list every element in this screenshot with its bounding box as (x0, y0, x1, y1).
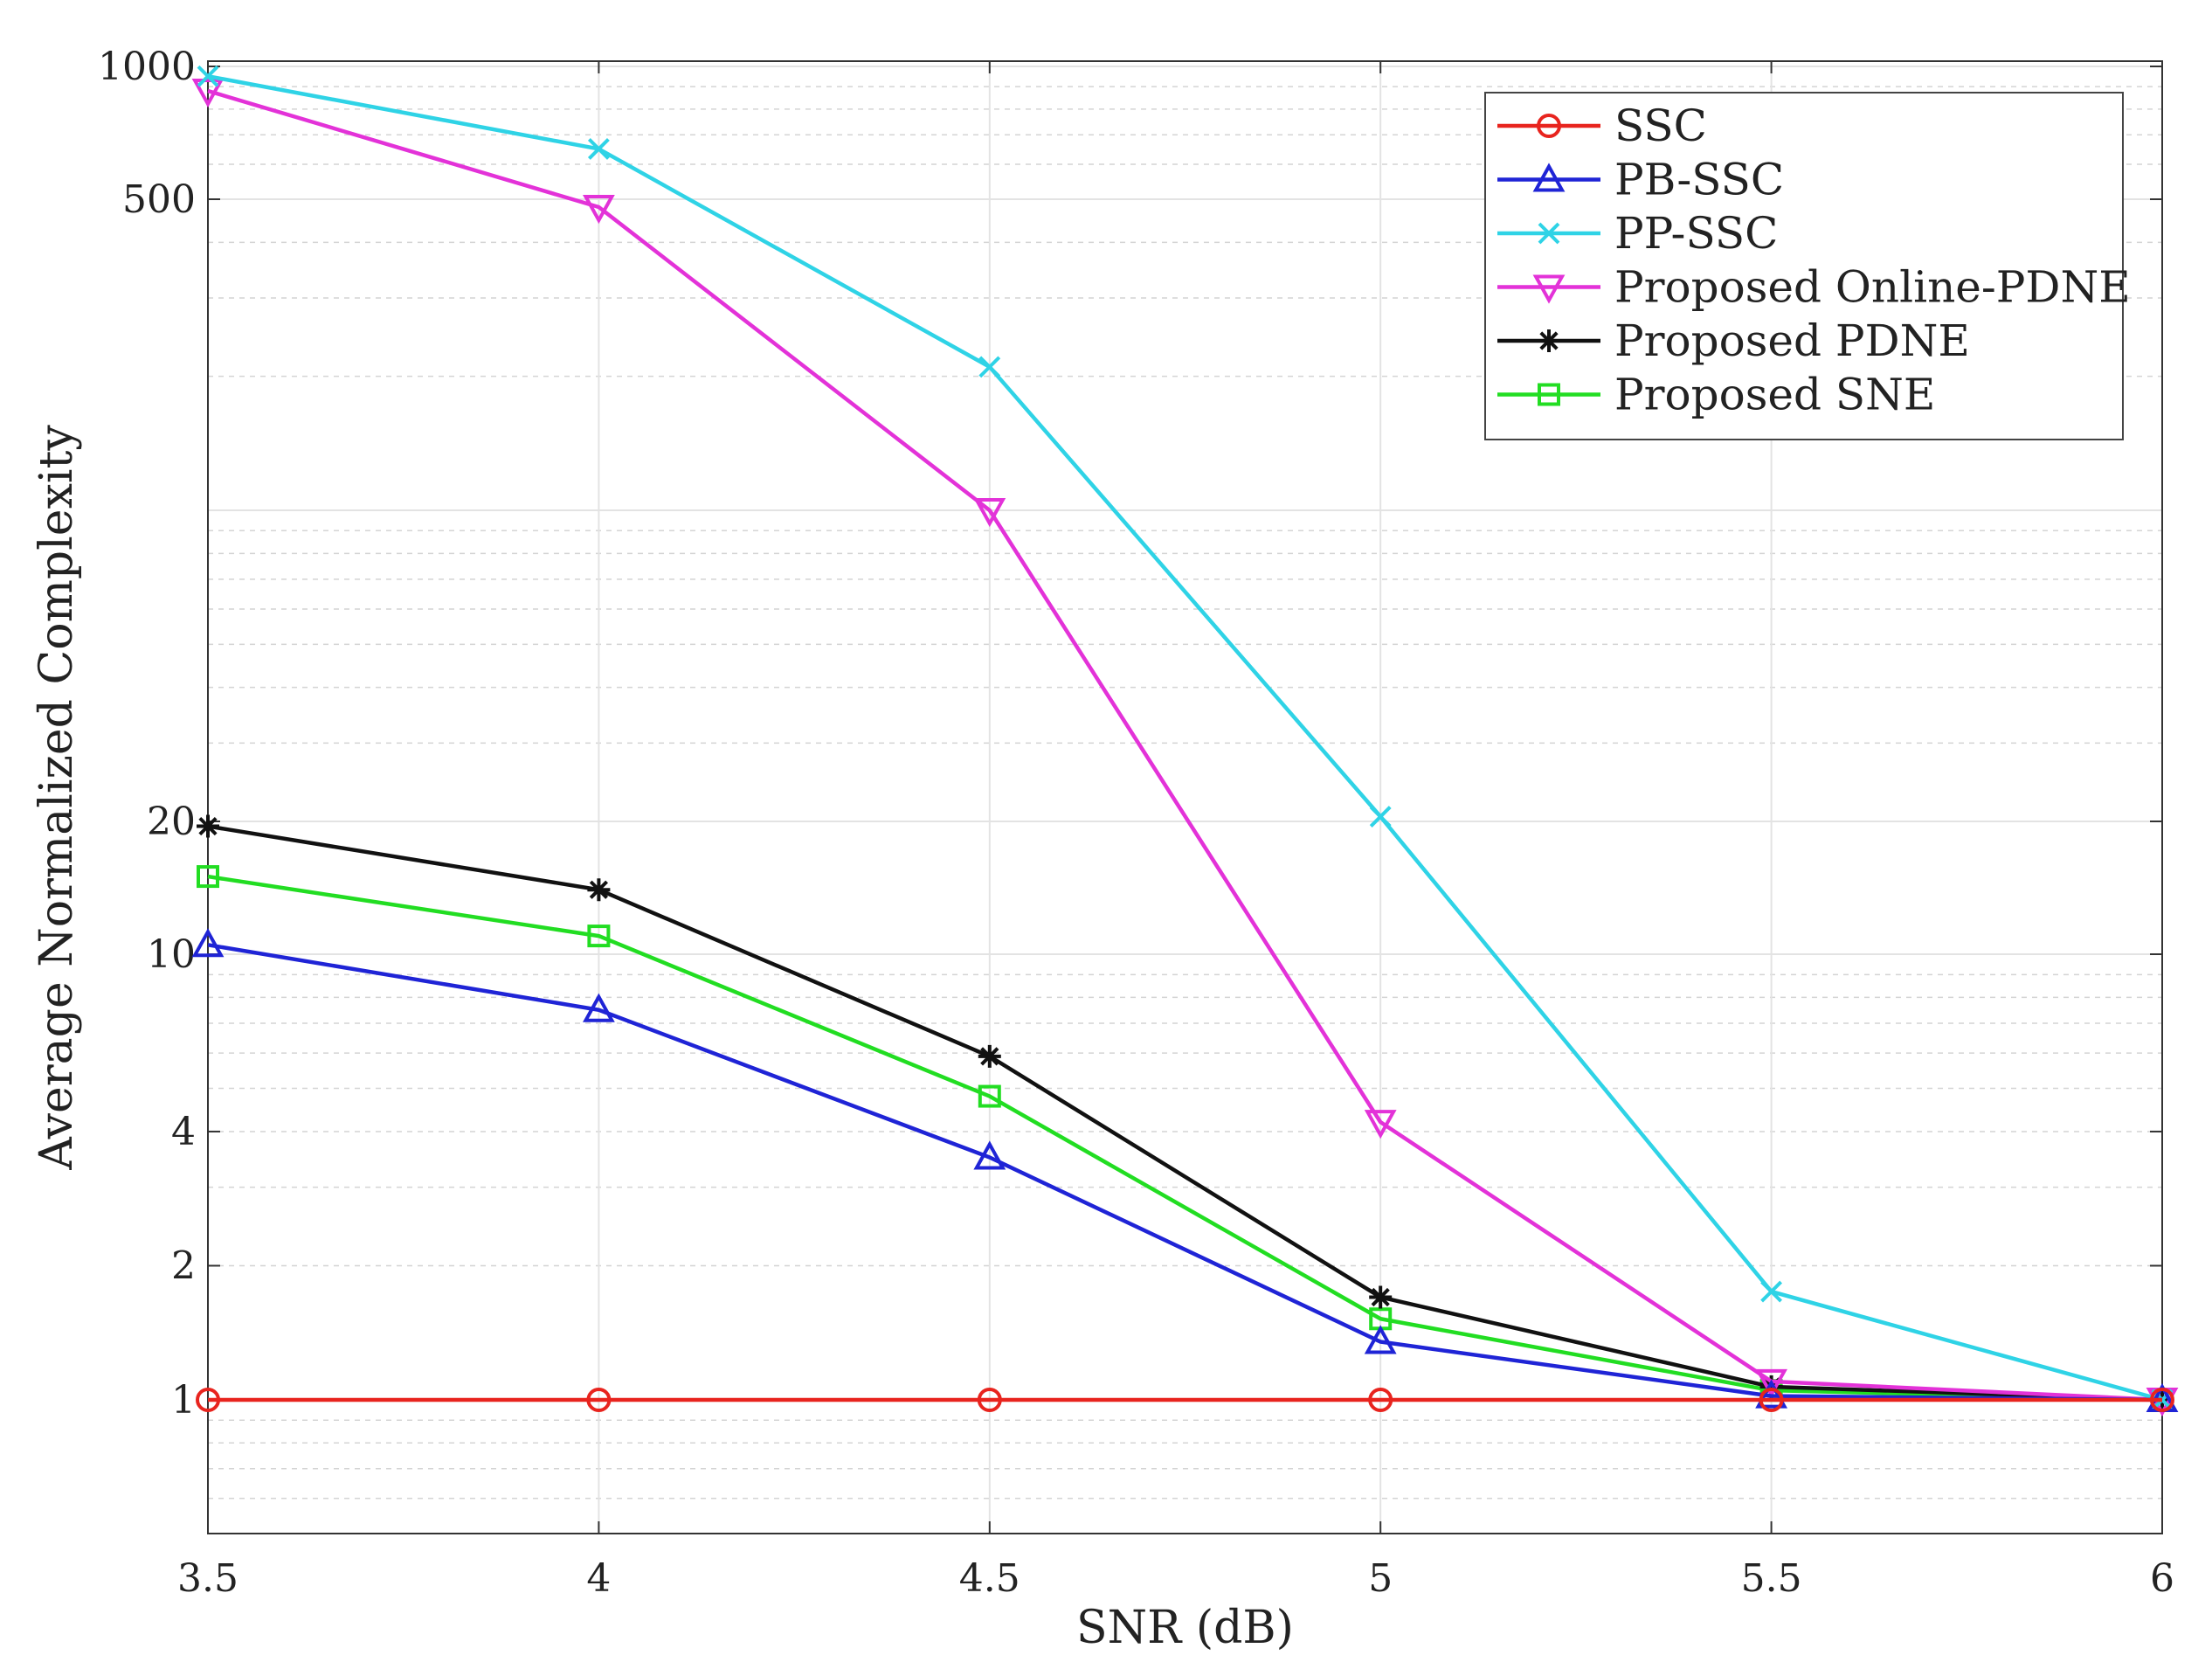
y-tick-label: 10 (147, 932, 196, 977)
data-point-proposed-pdne (1369, 1285, 1393, 1309)
data-point-proposed-pdne (1759, 1375, 1783, 1399)
legend-marker-proposed-sne (1538, 383, 1560, 406)
x-tick-label: 6 (2150, 1556, 2174, 1601)
x-tick-label: 4 (586, 1556, 611, 1601)
legend-label-ssc: SSC (1614, 100, 1707, 151)
x-tick-label: 4.5 (959, 1556, 1020, 1601)
series-line-proposed-online-pdne (207, 88, 2163, 1402)
data-point-pb-ssc (191, 928, 225, 958)
data-point-proposed-sne (978, 1084, 1001, 1108)
legend-marker-pb-ssc (1532, 163, 1566, 192)
data-point-ssc (977, 1388, 1002, 1412)
data-point-ssc (1759, 1388, 1784, 1412)
legend-label-proposed-sne: Proposed SNE (1614, 370, 1935, 420)
legend-marker-ssc (1537, 114, 1561, 138)
data-point-proposed-pdne (978, 1044, 1001, 1068)
y-tick-label: 500 (122, 177, 196, 222)
y-tick-label: 2 (171, 1243, 196, 1288)
data-point-proposed-online-pdne (583, 195, 615, 225)
series-line-pp-ssc (207, 74, 2163, 1402)
y-tick-label: 1 (171, 1378, 196, 1423)
data-point-proposed-online-pdne (1364, 1110, 1397, 1139)
data-point-proposed-sne (587, 925, 611, 948)
legend-marker-proposed-pdne (1538, 329, 1560, 352)
data-point-proposed-sne (197, 865, 219, 889)
data-point-pp-ssc (197, 65, 219, 87)
data-point-pb-ssc (1364, 1325, 1397, 1354)
data-point-pp-ssc (587, 138, 610, 160)
x-axis-label: SNR (dB) (1076, 1602, 1294, 1654)
data-point-proposed-online-pdne (191, 79, 225, 108)
data-point-pp-ssc (1760, 1280, 1783, 1303)
legend-label-proposed-pdne: Proposed PDNE (1614, 315, 1970, 366)
legend-label-pb-ssc: PB-SSC (1614, 155, 1784, 205)
y-tick-label: 1000 (98, 45, 196, 89)
series-line-proposed-sne (207, 874, 2163, 1402)
data-point-pb-ssc (583, 993, 615, 1022)
axis-ticks: 3.5 4 4.5 5 5.5 6 1000 500 20 10 4 2 1 (98, 45, 2174, 1601)
y-tick-label: 20 (147, 800, 196, 844)
data-point-ssc (1368, 1388, 1393, 1412)
data-point-proposed-pdne (197, 814, 219, 838)
series-layer (191, 65, 2179, 1417)
x-tick-label: 5 (1368, 1556, 1393, 1601)
legend-marker-proposed-online-pdne (1532, 274, 1566, 304)
data-point-ssc (196, 1388, 220, 1412)
series-line-pb-ssc (207, 943, 2163, 1402)
data-point-ssc (2150, 1388, 2174, 1412)
series-proposed-pdne (197, 814, 2174, 1411)
legend-box (1484, 92, 2124, 440)
data-point-pp-ssc (1369, 806, 1392, 828)
data-point-pb-ssc (973, 1140, 1006, 1170)
data-point-ssc (586, 1388, 612, 1412)
data-point-pp-ssc (978, 356, 1001, 378)
legend-label-proposed-online-pdne: Proposed Online-PDNE (1614, 262, 2131, 313)
series-line-proposed-pdne (207, 824, 2163, 1402)
y-axis-label: Average Normalized Complexity (31, 425, 83, 1171)
data-point-pb-ssc (1755, 1379, 1787, 1409)
legend-marker-pp-ssc (1538, 222, 1560, 245)
data-point-proposed-online-pdne (973, 498, 1006, 528)
x-tick-label: 5.5 (1741, 1556, 1802, 1601)
y-tick-label: 4 (171, 1110, 196, 1154)
series-ssc (196, 1388, 2174, 1412)
legend-label-pp-ssc: PP-SSC (1614, 208, 1778, 259)
plot-area (207, 60, 2163, 1534)
data-point-proposed-online-pdne (1755, 1368, 1787, 1399)
x-tick-label: 3.5 (177, 1556, 238, 1601)
data-point-proposed-pdne (587, 878, 611, 902)
